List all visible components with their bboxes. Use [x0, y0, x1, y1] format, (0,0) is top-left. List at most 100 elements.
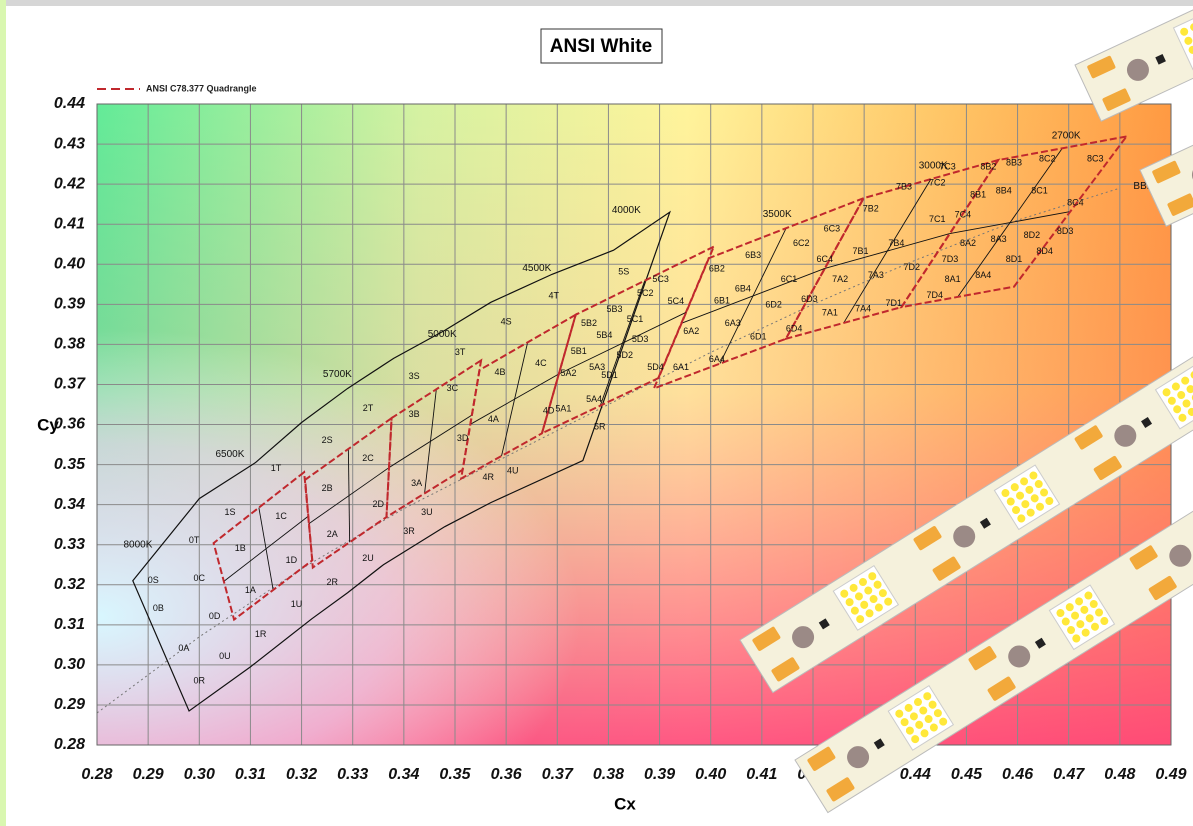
bin-label: 4A [488, 414, 499, 424]
bin-label: 6D1 [750, 332, 767, 342]
led-dot [904, 703, 913, 712]
bin-label: 3U [421, 507, 433, 517]
resistor [1169, 544, 1192, 567]
bin-label: 2S [322, 435, 333, 445]
led-dot [1184, 36, 1193, 45]
bin-label: 8B3 [1006, 158, 1022, 168]
bin-label: 6A4 [709, 354, 725, 364]
led-dot [1162, 388, 1171, 397]
ansi-quadrangle [783, 158, 1001, 341]
led-dot [924, 714, 933, 723]
ansi-quadrangle [304, 416, 393, 570]
chip [818, 618, 830, 630]
bin-label: 8B1 [970, 190, 986, 200]
cct-label: 4000K [612, 205, 641, 216]
led-body [1172, 6, 1193, 71]
bin-label: 7C2 [929, 178, 946, 188]
led-dot [1072, 634, 1081, 643]
bin-label: 0S [148, 575, 159, 585]
led-dot [865, 609, 874, 618]
bin-label: 4D [543, 406, 555, 416]
pad [1167, 193, 1193, 216]
x-tick-label: 0.47 [1053, 766, 1085, 783]
bin-label: 2T [363, 403, 374, 413]
bin-label: 6C2 [793, 238, 810, 248]
x-tick-label: 0.49 [1155, 766, 1186, 783]
resistor [1126, 58, 1149, 81]
bin-label: 6B4 [735, 283, 751, 293]
x-tick-label: 0.48 [1104, 766, 1135, 783]
led-dot [1173, 405, 1182, 414]
led-body [832, 565, 900, 631]
bin-label: 0U [219, 651, 231, 661]
bin-label: 6A1 [673, 362, 689, 372]
bin-label: 0D [209, 611, 221, 621]
cct-label: 5000K [428, 329, 457, 340]
led-dot [923, 692, 932, 701]
led-dot [1095, 608, 1104, 617]
led-dot [869, 594, 878, 603]
y-tick-label: 0.30 [54, 656, 85, 673]
led-dot [860, 600, 869, 609]
bin-label: 2D [373, 499, 385, 509]
pad [771, 657, 800, 682]
strip-body [1074, 0, 1193, 122]
y-tick-label: 0.39 [54, 296, 85, 313]
x-tick-label: 0.39 [644, 766, 675, 783]
led-body [1154, 363, 1193, 430]
bin-label: 1U [291, 599, 303, 609]
x-tick-label: 0.37 [542, 766, 574, 783]
bin-label: 7B4 [888, 238, 904, 248]
bin-label: 5A4 [586, 394, 602, 404]
pad [932, 556, 961, 581]
data: 8000K 6500K 5700K 5000K 4500K 4000K 3500K 3000K… [96, 131, 1153, 714]
bin-label: 1B [235, 543, 246, 553]
led-dot [850, 606, 859, 615]
sub-bin-line [223, 515, 309, 582]
bin-label: 5A1 [555, 404, 571, 414]
bin-label: 6B2 [709, 263, 725, 273]
sub-bin-line [470, 373, 560, 425]
y-tick-label: 0.40 [54, 255, 85, 272]
bin-label: 8B2 [980, 162, 996, 172]
sub-bin-line [824, 233, 950, 269]
chart-title: ANSI White [550, 36, 652, 57]
sub-bin-line [388, 414, 473, 468]
x-tick-label: 0.44 [900, 766, 931, 783]
led-dot [1181, 376, 1190, 385]
chip [873, 738, 885, 750]
bin-label: 6B3 [745, 250, 761, 260]
title-box [540, 28, 663, 64]
bin-label: 2U [362, 553, 374, 563]
led-dot [1090, 622, 1099, 631]
led-dot [840, 589, 849, 598]
x-tick-label: 0.28 [81, 766, 112, 783]
bin-label: 7D2 [903, 262, 920, 272]
led-strip [1074, 0, 1193, 122]
led-strip [739, 321, 1193, 694]
led-body [887, 685, 955, 751]
led-dot [1177, 390, 1186, 399]
sub-bin-line [681, 268, 825, 324]
bin-label: 5S [618, 267, 629, 277]
led-dot [1061, 617, 1070, 626]
bin-label: 0C [194, 573, 206, 583]
bin-label: 8A1 [945, 274, 961, 284]
y-tick-label: 0.34 [54, 496, 85, 513]
led-dot [928, 700, 937, 709]
bin-label: 7D1 [886, 298, 903, 308]
left-border [0, 0, 6, 826]
x-tick-label: 0.36 [491, 766, 522, 783]
bin-label: 3B [409, 409, 420, 419]
bin-label: 8C1 [1031, 186, 1048, 196]
chip [1034, 637, 1046, 649]
bin-label: 5B2 [581, 318, 597, 328]
cct-label: 3500K [763, 209, 792, 220]
cct-label: 4500K [522, 263, 551, 274]
led-dot [1030, 494, 1039, 503]
chip [1141, 417, 1153, 429]
led-dot [874, 603, 883, 612]
bin-label: 6C4 [817, 254, 834, 264]
chip [1155, 53, 1166, 65]
bin-label: 7B3 [896, 182, 912, 192]
